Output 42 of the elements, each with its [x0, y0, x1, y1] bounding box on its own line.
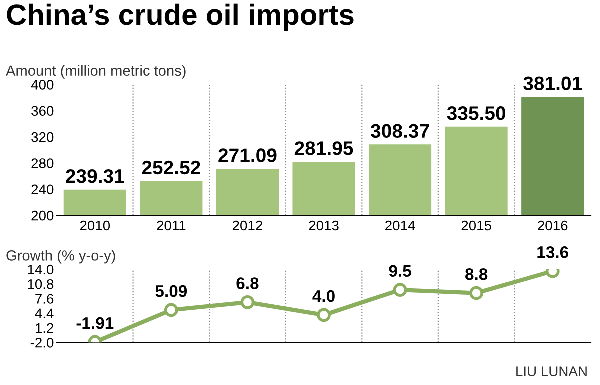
x-tick-label: 2016	[538, 220, 568, 231]
x-tick-label: 2012	[232, 220, 262, 231]
x-tick-label: 2014	[386, 220, 416, 231]
data-label: 9.5	[389, 265, 412, 278]
y-tick-label: 1.2	[36, 323, 54, 334]
data-label: 13.6	[538, 246, 568, 258]
point	[393, 283, 408, 298]
data-label: 6.8	[236, 278, 259, 290]
x-tick-label: 2011	[157, 220, 186, 231]
data-label: 5.09	[156, 285, 188, 298]
x-tick-label: 2013	[309, 220, 339, 231]
y-tick-label: 240	[32, 184, 54, 195]
y-tick-label: -2.0	[30, 338, 54, 348]
data-label: -1.91	[76, 317, 114, 330]
y-tick-label: 200	[32, 210, 54, 221]
point	[317, 308, 331, 322]
data-label: 281.95	[294, 142, 354, 156]
data-label: 239.31	[66, 169, 124, 184]
x-tick-label: 2010	[80, 220, 110, 231]
chart-title: China’s crude oil imports	[7, 4, 354, 32]
point	[470, 286, 484, 300]
data-label: 8.8	[466, 268, 488, 280]
y-tick-label: 360	[32, 106, 54, 116]
data-label: 4.0	[312, 290, 335, 302]
x-tick-label: 2015	[462, 220, 492, 231]
point	[240, 295, 255, 310]
data-label: 252.52	[142, 160, 200, 175]
y-tick-label: 280	[32, 158, 54, 168]
y-tick-label: 320	[32, 132, 54, 142]
y-tick-label: 14.0	[28, 264, 54, 275]
y-tick-label: 7.6	[36, 294, 54, 304]
data-label: 335.50	[447, 106, 506, 120]
data-label: 381.01	[524, 76, 582, 91]
data-label: 271.09	[218, 148, 277, 162]
y-axis-title: Growth (% y-o-y)	[6, 250, 116, 264]
y-axis-title: Amount (million metric tons)	[6, 65, 186, 79]
data-label: 308.37	[371, 124, 430, 138]
point	[164, 303, 178, 318]
y-tick-label: 400	[31, 80, 54, 90]
y-tick-label: 4.4	[35, 308, 54, 318]
text: LIU LUNAN	[516, 366, 587, 376]
y-tick-label: 10.8	[28, 279, 54, 290]
